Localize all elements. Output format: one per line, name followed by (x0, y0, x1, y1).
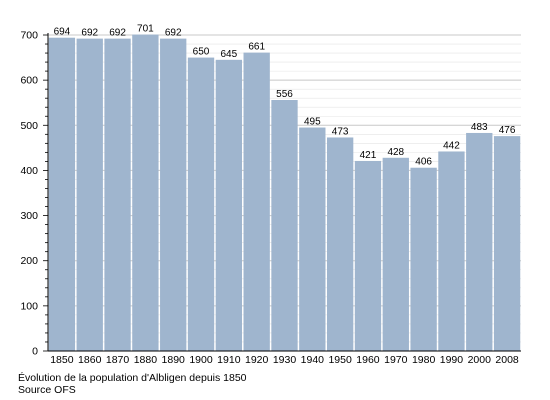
x-tick-label-1920: 1920 (245, 354, 269, 366)
axes (43, 33, 521, 352)
data-label-1890: 692 (165, 28, 182, 39)
y-tick-label: 700 (20, 30, 38, 42)
x-tick-label-1850: 1850 (50, 354, 74, 366)
data-label-1960: 421 (360, 150, 377, 161)
data-label-1870: 692 (109, 28, 126, 39)
x-tick-label-1890: 1890 (162, 354, 186, 366)
bar-1990 (438, 151, 465, 351)
data-label-1930: 556 (276, 89, 293, 100)
y-tick-label: 500 (20, 120, 38, 132)
bar-1900 (187, 57, 215, 351)
x-tick-label-2008: 2008 (495, 354, 519, 366)
y-tick-label: 300 (20, 210, 38, 222)
data-label-1980: 406 (415, 157, 432, 168)
bar-2008 (493, 136, 521, 351)
bar-1890 (160, 38, 187, 352)
bar-1850 (48, 37, 76, 352)
data-label-1850: 694 (54, 27, 71, 38)
bar-2000 (466, 132, 493, 351)
x-tick-label-1910: 1910 (217, 354, 241, 366)
chart-source: Source OFS (18, 384, 76, 396)
y-tick-label: 200 (20, 255, 38, 267)
bar-1860 (76, 38, 103, 352)
y-tick-label: 400 (20, 165, 38, 177)
data-labels: 694 692 692 701 692 650 645 661 556 495 473 421 428 4… (54, 24, 516, 168)
y-tick-label: 600 (20, 75, 38, 87)
x-tick-label-1930: 1930 (273, 354, 297, 366)
y-tick-label: 0 (32, 346, 38, 358)
data-label-1940: 495 (304, 117, 321, 128)
data-label-1900: 650 (193, 47, 210, 58)
bar-1940 (299, 127, 326, 352)
x-tick-label-1970: 1970 (384, 354, 408, 366)
data-label-1950: 473 (332, 126, 349, 137)
data-label-1880: 701 (137, 24, 154, 35)
data-label-1970: 428 (387, 147, 404, 158)
data-label-2008: 476 (499, 125, 516, 136)
data-label-1990: 442 (443, 140, 460, 151)
y-tick-label: 100 (20, 300, 38, 312)
x-tick-labels: 1850 1860 1870 1880 1890 1900 1910 1920 1930 1940… (50, 354, 519, 366)
x-tick-label-1900: 1900 (189, 354, 213, 366)
x-tick-label-1980: 1980 (412, 354, 436, 366)
x-tick-label-1950: 1950 (328, 354, 352, 366)
bars (48, 34, 521, 352)
x-tick-label-1990: 1990 (440, 354, 464, 366)
data-label-2000: 483 (471, 122, 488, 133)
bar-1970 (382, 157, 409, 351)
x-tick-label-1960: 1960 (356, 354, 380, 366)
data-label-1910: 645 (221, 49, 238, 60)
data-label-1860: 692 (81, 28, 98, 39)
x-tick-label-1860: 1860 (78, 354, 102, 366)
bar-1910 (215, 59, 243, 351)
bar-1880 (132, 34, 159, 351)
x-tick-label-1880: 1880 (134, 354, 158, 366)
y-tick-labels: 0 100 200 300 400 500 600 700 (20, 30, 38, 358)
x-tick-label-2000: 2000 (468, 354, 492, 366)
x-tick-label-1870: 1870 (106, 354, 130, 366)
bar-1950 (326, 137, 354, 351)
x-tick-label-1940: 1940 (301, 354, 325, 366)
chart-caption: Évolution de la population d'Albligen de… (18, 372, 247, 384)
bar-1930 (271, 100, 298, 352)
data-label-1920: 661 (248, 42, 265, 53)
bar-1980 (410, 167, 437, 351)
bar-1870 (104, 38, 131, 352)
bar-1960 (354, 160, 382, 351)
bar-1920 (243, 52, 270, 351)
